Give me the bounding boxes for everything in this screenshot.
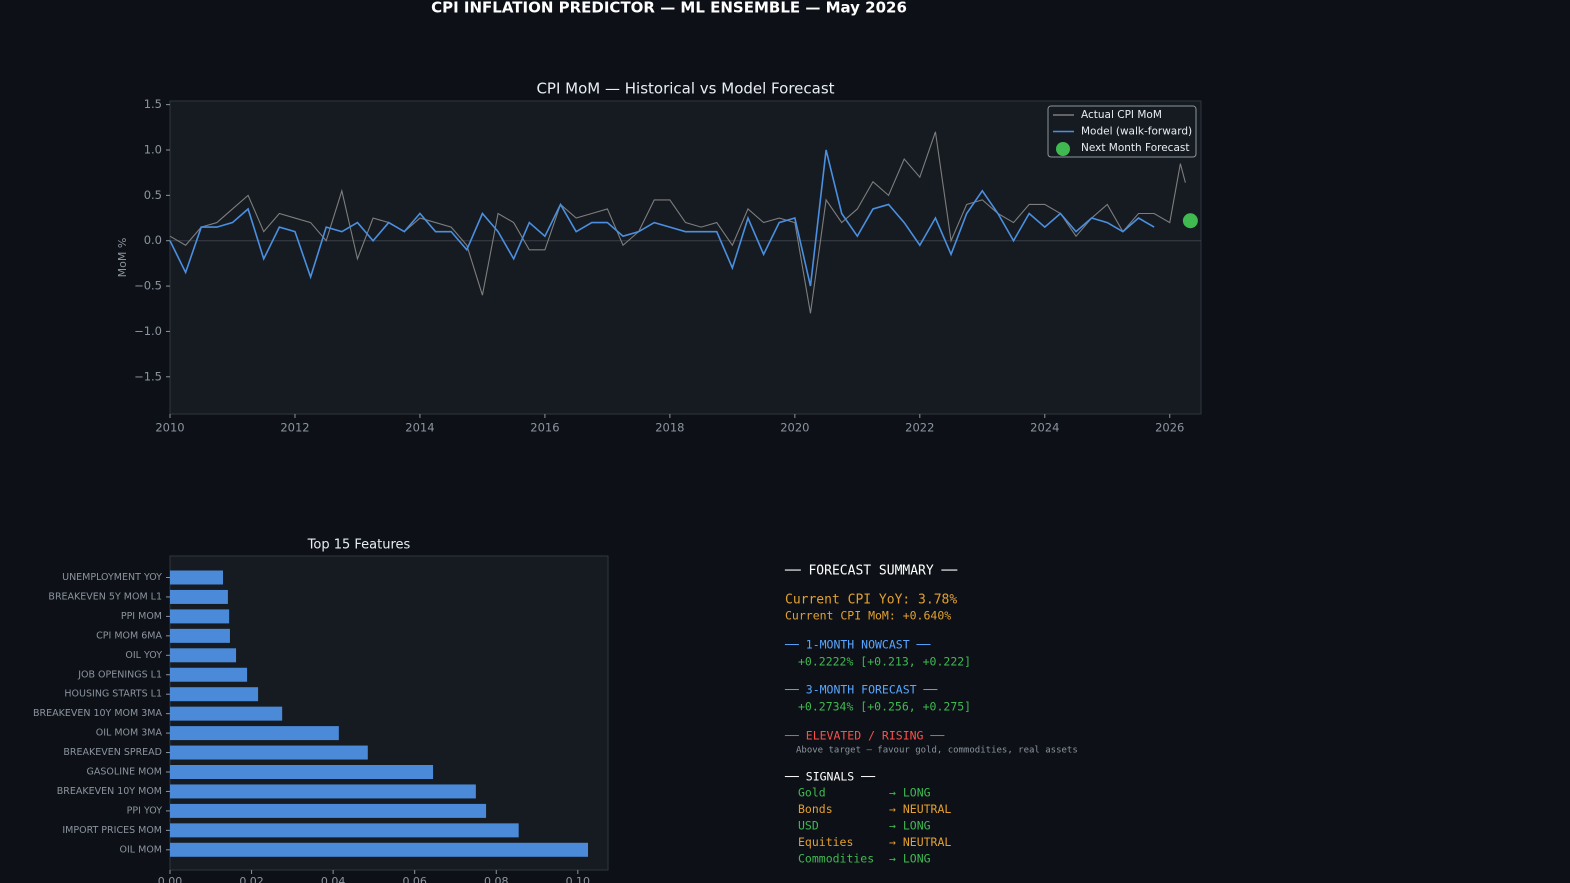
signal-asset: Commodities bbox=[798, 852, 874, 866]
x-tick-label: 0.04 bbox=[321, 875, 346, 883]
x-tick-label: 2016 bbox=[530, 421, 559, 435]
y-tick-label: GASOLINE MOM bbox=[87, 767, 162, 778]
bar bbox=[170, 667, 248, 682]
forecast-point bbox=[1182, 213, 1198, 229]
x-tick-label: 0.00 bbox=[158, 875, 183, 883]
summary-yoy: Current CPI YoY: 3.78% bbox=[785, 593, 957, 608]
signal-asset: Gold bbox=[798, 786, 826, 800]
bar bbox=[170, 628, 230, 643]
summary: ── FORECAST SUMMARY ── Current CPI YoY: … bbox=[784, 564, 1078, 784]
bar bbox=[170, 765, 434, 779]
bar bbox=[170, 648, 237, 663]
legend-label: Model (walk-forward) bbox=[1081, 126, 1192, 138]
legend-box bbox=[1047, 105, 1197, 158]
bar bbox=[170, 784, 476, 799]
x-tick-label: 2018 bbox=[655, 421, 684, 435]
main-title: CPI INFLATION PREDICTOR — ML ENSEMBLE — … bbox=[431, 0, 907, 17]
plot-area bbox=[169, 100, 1202, 415]
forecast-title: ── 3-MONTH FORECAST ── bbox=[784, 683, 938, 697]
bar bbox=[170, 726, 339, 741]
summary-mom: Current CPI MoM: +0.640% bbox=[785, 609, 951, 623]
y-tick-label: BREAKEVEN 10Y MOM bbox=[57, 786, 162, 797]
series-line bbox=[169, 131, 1186, 314]
signal-value: → LONG bbox=[889, 852, 931, 866]
x-tick-label: 2026 bbox=[1155, 421, 1184, 435]
y-tick-label: 1.5 bbox=[144, 97, 162, 111]
x-tick-label: 2020 bbox=[780, 421, 809, 435]
summary-heading: ── FORECAST SUMMARY ── bbox=[784, 564, 957, 579]
signal-asset: USD bbox=[798, 819, 819, 833]
y-tick-label: −1.0 bbox=[134, 324, 162, 338]
chart-title: Top 15 Features bbox=[307, 538, 411, 553]
x-tick-label: 2012 bbox=[280, 421, 309, 435]
signals-title: ── SIGNALS ── bbox=[784, 770, 876, 784]
chart-title: CPI MoM — Historical vs Model Forecast bbox=[536, 80, 834, 98]
y-tick-label: 0.0 bbox=[144, 233, 162, 247]
bar bbox=[170, 609, 230, 624]
y-tick-label: BREAKEVEN 5Y MOM L1 bbox=[48, 591, 162, 602]
signal-asset: Bonds bbox=[798, 802, 833, 816]
regime: ── ELEVATED / RISING ── bbox=[784, 729, 945, 743]
y-tick-label: −0.5 bbox=[134, 279, 162, 293]
signal-value: → NEUTRAL bbox=[889, 835, 951, 849]
bar bbox=[170, 823, 519, 838]
y-tick-label: PPI MOM bbox=[121, 611, 162, 622]
bar bbox=[170, 842, 589, 857]
y-tick-label: BREAKEVEN 10Y MOM 3MA bbox=[33, 708, 163, 719]
signal-value: → LONG bbox=[889, 819, 931, 833]
bar bbox=[170, 706, 283, 721]
y-tick-label: BREAKEVEN SPREAD bbox=[63, 747, 162, 758]
x-tick-label: 0.08 bbox=[484, 875, 509, 883]
signal-asset: Equities bbox=[798, 835, 853, 849]
y-tick-label: 0.5 bbox=[144, 188, 162, 202]
nowcast: +0.2222% [+0.213, +0.222] bbox=[798, 655, 971, 669]
y-tick-label: OIL MOM 3MA bbox=[96, 728, 163, 739]
y-tick-label: HOUSING STARTS L1 bbox=[64, 689, 162, 700]
signal-value: → NEUTRAL bbox=[889, 802, 951, 816]
y-tick-label: UNEMPLOYMENT YOY bbox=[62, 572, 162, 583]
y-axis-label: MoM % bbox=[116, 238, 129, 278]
y-tick-label: −1.5 bbox=[134, 369, 162, 383]
series-line bbox=[169, 149, 1155, 287]
bar bbox=[170, 745, 368, 760]
regime-note: Above target — favour gold, commodities,… bbox=[796, 746, 1078, 756]
forecast: +0.2734% [+0.256, +0.275] bbox=[798, 700, 971, 714]
y-tick-label: 1.0 bbox=[144, 142, 162, 156]
bar bbox=[170, 687, 259, 702]
nowcast-title: ── 1-MONTH NOWCAST ── bbox=[784, 638, 931, 652]
signal-value: → LONG bbox=[889, 786, 931, 800]
legend-label: Actual CPI MoM bbox=[1081, 109, 1162, 121]
y-tick-label: PPI YOY bbox=[127, 805, 163, 816]
x-tick-label: 0.10 bbox=[566, 875, 591, 883]
bar bbox=[170, 570, 224, 585]
y-tick-label: IMPORT PRICES MOM bbox=[62, 825, 162, 836]
x-tick-label: 0.02 bbox=[239, 875, 264, 883]
x-tick-label: 2022 bbox=[905, 421, 934, 435]
x-tick-label: 0.06 bbox=[402, 875, 427, 883]
y-tick-label: OIL YOY bbox=[125, 650, 162, 661]
bar bbox=[170, 589, 228, 604]
y-tick-label: OIL MOM bbox=[120, 844, 162, 855]
bar bbox=[170, 803, 487, 818]
x-tick-label: 2010 bbox=[155, 421, 184, 435]
x-tick-label: 2014 bbox=[405, 421, 434, 435]
y-tick-label: CPI MOM 6MA bbox=[96, 630, 162, 641]
legend-swatch bbox=[1056, 142, 1070, 156]
x-tick-label: 2024 bbox=[1030, 421, 1059, 435]
legend-label: Next Month Forecast bbox=[1081, 142, 1189, 154]
y-tick-label: JOB OPENINGS L1 bbox=[77, 669, 162, 680]
